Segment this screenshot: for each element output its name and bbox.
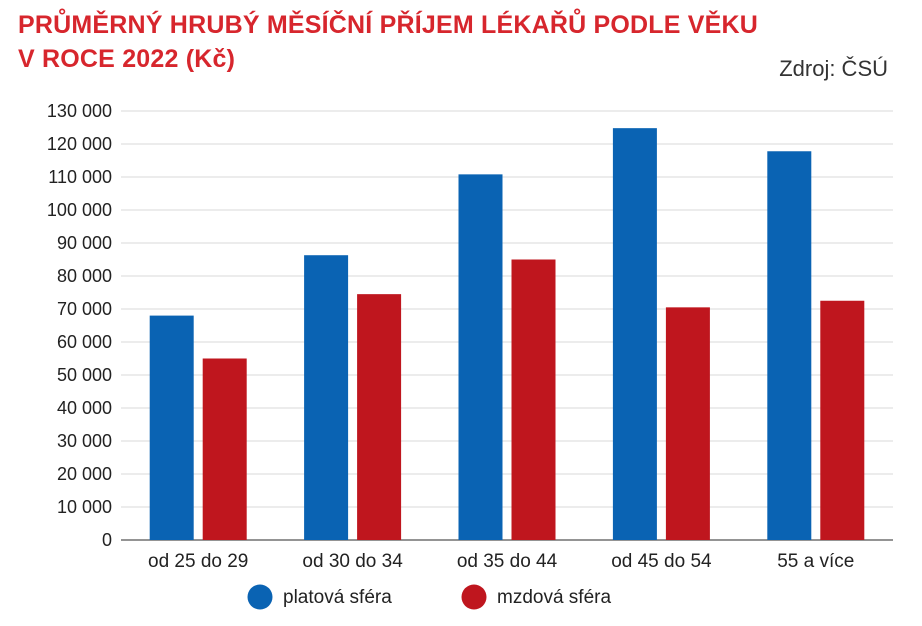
legend-marker — [461, 584, 487, 610]
y-tick-label: 110 000 — [48, 167, 112, 187]
bar — [612, 128, 657, 540]
legend-label: platová sféra — [283, 587, 392, 608]
y-tick-label: 70 000 — [57, 299, 112, 319]
bar — [511, 259, 556, 540]
y-tick-label: 80 000 — [57, 266, 112, 286]
bar — [820, 300, 865, 540]
y-tick-label: 20 000 — [57, 464, 112, 484]
bar — [202, 358, 247, 540]
x-tick-label: od 25 do 29 — [148, 551, 248, 572]
x-tick-label: od 45 do 54 — [611, 551, 712, 572]
y-tick-label: 100 000 — [47, 200, 112, 220]
y-tick-label: 50 000 — [57, 365, 112, 385]
bar — [304, 255, 349, 540]
x-tick-label: od 30 do 34 — [302, 551, 403, 572]
chart-title: PRŮMĚRNÝ HRUBÝ MĚSÍČNÍ PŘÍJEM LÉKAŘŮ POD… — [18, 8, 758, 76]
x-tick-label: 55 a více — [777, 551, 854, 572]
bar — [458, 174, 503, 541]
x-tick-label: od 35 do 44 — [457, 551, 558, 572]
y-tick-label: 60 000 — [57, 332, 112, 352]
bar — [149, 315, 194, 540]
chart-title-line-2: V ROCE 2022 (Kč) — [18, 45, 236, 73]
bar — [665, 307, 710, 540]
y-tick-label: 90 000 — [57, 233, 112, 253]
bar — [357, 294, 402, 540]
chart-title-line-1: PRŮMĚRNÝ HRUBÝ MĚSÍČNÍ PŘÍJEM LÉKAŘŮ POD… — [18, 11, 759, 39]
y-tick-label: 130 000 — [47, 101, 112, 121]
y-tick-label: 30 000 — [57, 431, 112, 451]
bar — [767, 151, 812, 540]
legend-marker — [247, 584, 273, 610]
y-tick-label: 10 000 — [57, 497, 112, 517]
y-tick-label: 0 — [102, 530, 112, 550]
source-label: Zdroj: ČSÚ — [779, 56, 888, 81]
y-tick-label: 40 000 — [57, 398, 112, 418]
y-tick-label: 120 000 — [47, 134, 112, 154]
legend-label: mzdová sféra — [497, 587, 611, 608]
